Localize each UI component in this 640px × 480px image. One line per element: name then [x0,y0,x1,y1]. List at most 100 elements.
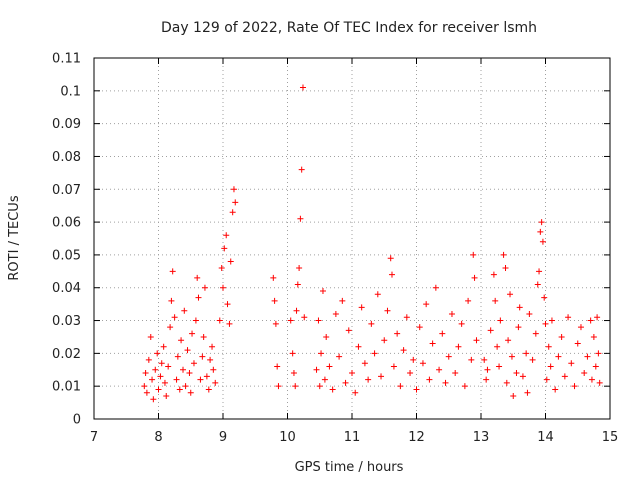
data-point [374,291,381,298]
data-point [171,314,178,321]
data-point [169,268,176,275]
data-point [160,343,167,350]
data-point [229,209,236,216]
data-point [543,376,550,383]
data-point [590,333,597,340]
data-point [352,389,359,396]
data-point [532,330,539,337]
data-point [423,301,430,308]
data-point [552,386,559,393]
data-point [452,370,459,377]
data-point [519,373,526,380]
data-point [297,215,304,222]
x-tick-label: 11 [344,430,361,445]
data-point [387,255,394,262]
data-point [534,281,541,288]
data-point [301,314,308,321]
data-point [494,343,501,350]
x-tick-label: 12 [408,430,425,445]
data-point [461,383,468,390]
x-axis-label: GPS time / hours [295,460,404,475]
data-point [275,383,282,390]
data-point [500,251,507,258]
data-point [154,350,161,357]
data-point [470,251,477,258]
data-point [429,340,436,347]
data-point [484,366,491,373]
y-tick-labels: 0 0.01 0.02 0.03 0.04 0.05 0.06 0.07 0.08 0.09 0.1… [52,52,81,428]
data-point [192,317,199,324]
data-point [592,363,599,370]
data-point [189,330,196,337]
data-point [584,353,591,360]
data-point [220,284,226,291]
data-point [458,320,465,327]
data-point [455,343,462,350]
data-point [468,356,475,363]
data-point [536,268,543,275]
data-point [321,376,328,383]
data-point [329,386,336,393]
data-point [442,379,449,386]
data-point [497,317,504,324]
data-point [595,350,602,357]
data-point [176,386,183,393]
data-point [149,376,156,383]
data-point [507,291,514,298]
x-tick-label: 8 [154,430,162,445]
data-point [332,310,339,317]
data-point [197,376,204,383]
data-point [577,324,584,331]
data-point [152,366,159,373]
data-point [561,373,568,380]
data-point [538,219,545,226]
data-point [439,330,446,337]
data-point [203,373,210,380]
data-point [145,356,152,363]
data-point [216,317,223,324]
data-point [365,376,372,383]
data-point [207,356,214,363]
data-point [318,350,325,357]
data-point [524,389,531,396]
data-point [481,356,488,363]
data-point [542,320,549,327]
data-point [503,379,510,386]
data-point [218,265,225,272]
data-point [212,379,219,386]
data-point [186,370,193,377]
data-point [150,396,157,403]
data-point [180,366,187,373]
data-point [342,379,349,386]
data-point [513,370,520,377]
y-tick-label: 0.03 [52,314,81,329]
data-point [384,307,391,314]
data-point [143,389,150,396]
grid-lines [94,58,610,419]
data-point [142,370,149,377]
data-point [141,383,148,390]
data-point [397,383,404,390]
y-tick-label: 0 [73,413,81,428]
y-tick-label: 0.01 [52,380,81,395]
data-point [596,379,603,386]
data-point [173,376,180,383]
data-point [184,347,191,354]
y-tick-label: 0.05 [52,248,81,263]
data-point [516,304,523,311]
data-point [205,386,212,393]
data-point [194,274,201,281]
data-point [407,370,414,377]
data-point [293,307,300,314]
data-point [355,343,362,350]
data-point [224,301,231,308]
data-point [547,363,554,370]
data-point [287,317,294,324]
data-point [388,271,395,278]
data-point [349,370,355,377]
data-point [298,166,305,173]
data-point [410,356,417,363]
data-point [221,245,228,252]
data-point [529,356,536,363]
data-points [141,84,603,403]
